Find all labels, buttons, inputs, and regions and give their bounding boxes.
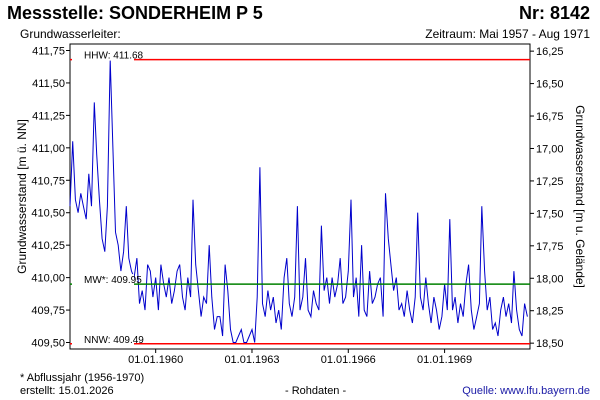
y-right-tick-label: 17,50	[536, 208, 564, 220]
y-right-tick-label: 18,25	[536, 306, 564, 318]
y-right-tick-label: 17,00	[536, 143, 564, 155]
y-right-tick-label: 17,75	[536, 241, 564, 253]
y-axis-title: Grundwasserstand [m ü. NN]	[15, 119, 29, 274]
x-tick-label: 01.01.1969	[417, 354, 472, 366]
x-tick-label: 01.01.1960	[128, 354, 183, 366]
aquifer-label: Grundwasserleiter:	[20, 27, 121, 41]
raw-data-note: - Rohdaten -	[285, 385, 347, 397]
reference-label-bg	[72, 333, 134, 345]
y-tick-label: 409,50	[31, 338, 65, 350]
x-tick-label: 01.01.1963	[224, 354, 279, 366]
series-line	[69, 59, 528, 343]
reference-label-bg	[72, 274, 134, 286]
y-tick-label: 411,25	[32, 110, 65, 122]
created-date: erstellt: 15.01.2026	[20, 385, 114, 397]
y-right-tick-label: 18,00	[536, 273, 564, 285]
reference-label: MW*: 409.95	[84, 275, 142, 286]
footnote: * Abflussjahr (1956-1970)	[20, 372, 145, 384]
period-label: Zeitraum: Mai 1957 - Aug 1971	[425, 27, 590, 41]
y-right-tick-label: 16,50	[536, 79, 564, 91]
y-tick-label: 411,50	[32, 78, 65, 90]
y-tick-label: 409,75	[31, 305, 65, 317]
y-tick-label: 411,75	[32, 45, 65, 57]
x-tick-label: 01.01.1966	[321, 354, 376, 366]
y-right-axis-title: Grundwasserstand [m u. Gelände]	[573, 105, 587, 288]
page-title: Messstelle: SONDERHEIM P 5	[7, 3, 263, 23]
y-right-tick-label: 18,50	[536, 338, 564, 350]
reference-label: NNW: 409.49	[84, 335, 144, 346]
y-right-tick-label: 17,25	[536, 176, 564, 188]
reference-label: HHW: 411.68	[84, 51, 144, 62]
y-right-tick-label: 16,75	[536, 111, 564, 123]
y-tick-label: 411,00	[32, 143, 65, 155]
y-right-tick-label: 16,25	[536, 46, 564, 58]
reference-label-bg	[72, 49, 134, 61]
y-tick-label: 410,50	[31, 208, 65, 220]
station-number: Nr: 8142	[518, 3, 590, 23]
y-tick-label: 410,00	[31, 273, 65, 285]
y-tick-label: 410,75	[31, 175, 65, 187]
y-tick-label: 410,25	[31, 240, 65, 252]
source-link[interactable]: Quelle: www.lfu.bayern.de	[462, 385, 590, 397]
